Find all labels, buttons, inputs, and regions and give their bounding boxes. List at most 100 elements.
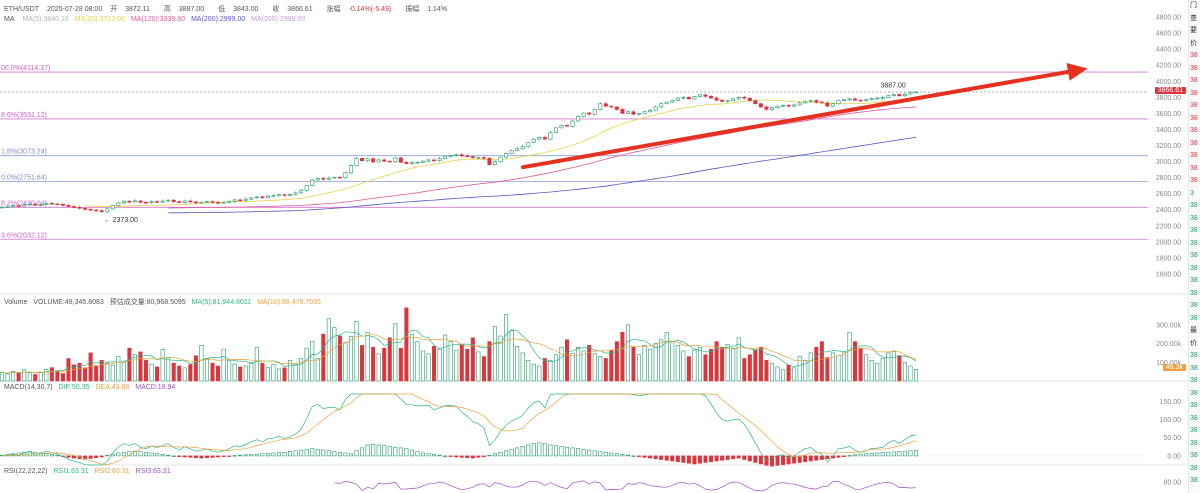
price-tick-label: 2600.00 (1156, 191, 1181, 198)
macd-bar (902, 450, 907, 457)
side-panel-item[interactable]: 38 (1190, 364, 1198, 372)
legend-item: MACD(14,30,7) (4, 384, 53, 391)
macd-tick-label: 100.00 (1160, 417, 1182, 424)
side-panel-item[interactable]: 38 (1190, 52, 1198, 59)
volume-bar (587, 345, 592, 382)
candle-body (155, 201, 160, 203)
volume-bar (803, 360, 808, 382)
candle-body (409, 162, 414, 164)
side-panel-item[interactable]: 38 (1190, 389, 1198, 397)
order-book-panel[interactable]: 门查要价 38 38 38 38 38 38 38 38 38 38 38 3 38 38 38 38 38 38 3… (1188, 0, 1200, 493)
side-panel-item[interactable]: 38 (1190, 214, 1198, 222)
volume-bar (625, 324, 630, 382)
volume-bar (476, 351, 481, 382)
macd-bar (481, 455, 486, 457)
side-panel-item[interactable]: 38 (1190, 464, 1198, 472)
side-panel-item[interactable]: 3 (1190, 189, 1194, 197)
side-panel-item[interactable]: 38 (1190, 164, 1198, 172)
macd-bar (808, 455, 813, 462)
side-panel-item[interactable]: 门 (1190, 2, 1197, 9)
candle-body (498, 156, 503, 162)
side-panel-item[interactable]: 38 (1190, 139, 1198, 147)
volume-tick-label: 100.00k (1156, 360, 1181, 367)
side-panel-item[interactable]: 价 (1190, 339, 1197, 347)
volume-bar (60, 373, 65, 382)
macd-bar (637, 455, 642, 457)
side-panel-item[interactable]: 38 (1190, 177, 1198, 184)
side-panel-item[interactable]: 38 (1190, 64, 1198, 72)
candle-body (166, 199, 171, 202)
ma-legend[interactable]: MA MA(5):3840.16 MA(20):3713.06 MA(120):33… (4, 16, 311, 23)
volume-ma10-line (1, 333, 917, 374)
volume-bar (614, 341, 619, 382)
side-panel-item[interactable]: 38 (1190, 89, 1198, 97)
volume-legend[interactable]: Volume VOLUME:48,345.8083 预估成交量:80,968.509… (4, 297, 327, 307)
side-panel-item[interactable]: 查 (1190, 14, 1197, 22)
legend-item: MA(5):3840.16 (22, 16, 69, 23)
candle-body (49, 203, 54, 205)
rsi-legend[interactable]: RSI(22,22,22) RSI1:63.31 RSI2:63.31 RSI3:63… (4, 468, 177, 475)
macd-bar (587, 449, 592, 457)
candle-body (803, 101, 808, 104)
candle-body (891, 94, 896, 97)
macd-bar (432, 454, 437, 457)
volume-bar (515, 346, 520, 382)
side-panel-item[interactable]: 38 (1190, 414, 1198, 422)
candle-body (625, 111, 630, 114)
side-panel-item[interactable]: 38 (1190, 439, 1198, 447)
volume-bar (110, 364, 115, 382)
legend-item: MA(200):2999.00 (191, 16, 246, 23)
candle-body (553, 127, 558, 133)
side-panel-item[interactable]: 38 (1190, 477, 1198, 484)
side-panel-item[interactable]: 38 (1190, 152, 1198, 159)
candle-body (603, 103, 608, 107)
candle-body (144, 202, 149, 204)
macd-bar (603, 451, 608, 457)
side-panel-item[interactable]: 38 (1190, 377, 1198, 384)
volume-bar (825, 357, 830, 382)
volume-bar (725, 344, 730, 382)
side-panel-item[interactable]: 38 (1190, 427, 1198, 434)
side-panel-item[interactable]: 38 (1190, 264, 1198, 272)
side-panel-item[interactable]: 38 (1190, 252, 1198, 259)
candle-body (260, 196, 265, 198)
side-panel-item[interactable]: 最 (1190, 327, 1197, 334)
candle-body (598, 103, 603, 110)
macd-bar (692, 455, 697, 465)
side-panel-item[interactable]: 38 (1190, 102, 1198, 109)
candle-body (670, 100, 675, 103)
volume-bar (637, 354, 642, 382)
side-panel-item[interactable]: 38 (1190, 302, 1198, 309)
side-panel-item[interactable]: 38 (1190, 452, 1198, 459)
volume-bar (620, 331, 625, 382)
candle-body (642, 111, 647, 114)
side-panel-item[interactable]: 38 (1190, 202, 1198, 209)
volume-bar (891, 350, 896, 382)
side-panel-item[interactable]: 38 (1190, 314, 1198, 322)
volume-bar (310, 340, 315, 382)
macd-bar (542, 443, 547, 457)
macd-bar (515, 447, 520, 457)
side-panel-item[interactable]: 38 (1190, 352, 1198, 359)
macd-bar (121, 451, 126, 457)
annotations: 3887.00 ← 2373.00 (104, 82, 906, 224)
side-panel-item[interactable]: 38 (1190, 239, 1198, 247)
macd-legend[interactable]: MACD(14,30,7) DIF:50.35 DEA:43.88 MACD:18.9… (4, 384, 181, 391)
side-panel-item[interactable]: 38 (1190, 289, 1198, 297)
side-panel-item[interactable]: 38 (1190, 277, 1198, 284)
macd-bar (310, 448, 315, 457)
side-panel-item[interactable]: 38 (1190, 114, 1198, 122)
side-panel-item[interactable]: 38 (1190, 127, 1198, 134)
side-panel-item[interactable]: 价 (1190, 39, 1197, 47)
side-panel-item[interactable]: 38 (1190, 227, 1198, 234)
macd-bar (166, 454, 171, 457)
volume-bar (343, 342, 348, 382)
volume-bar (188, 364, 193, 382)
side-panel-item[interactable]: 要 (1190, 27, 1197, 34)
side-panel-item[interactable]: 38 (1190, 77, 1198, 84)
macd-bar (238, 454, 243, 457)
volume-bar (404, 307, 409, 382)
side-panel-item[interactable]: 38 (1190, 402, 1198, 409)
macd-bar (897, 451, 902, 457)
macd-bar (836, 455, 841, 458)
